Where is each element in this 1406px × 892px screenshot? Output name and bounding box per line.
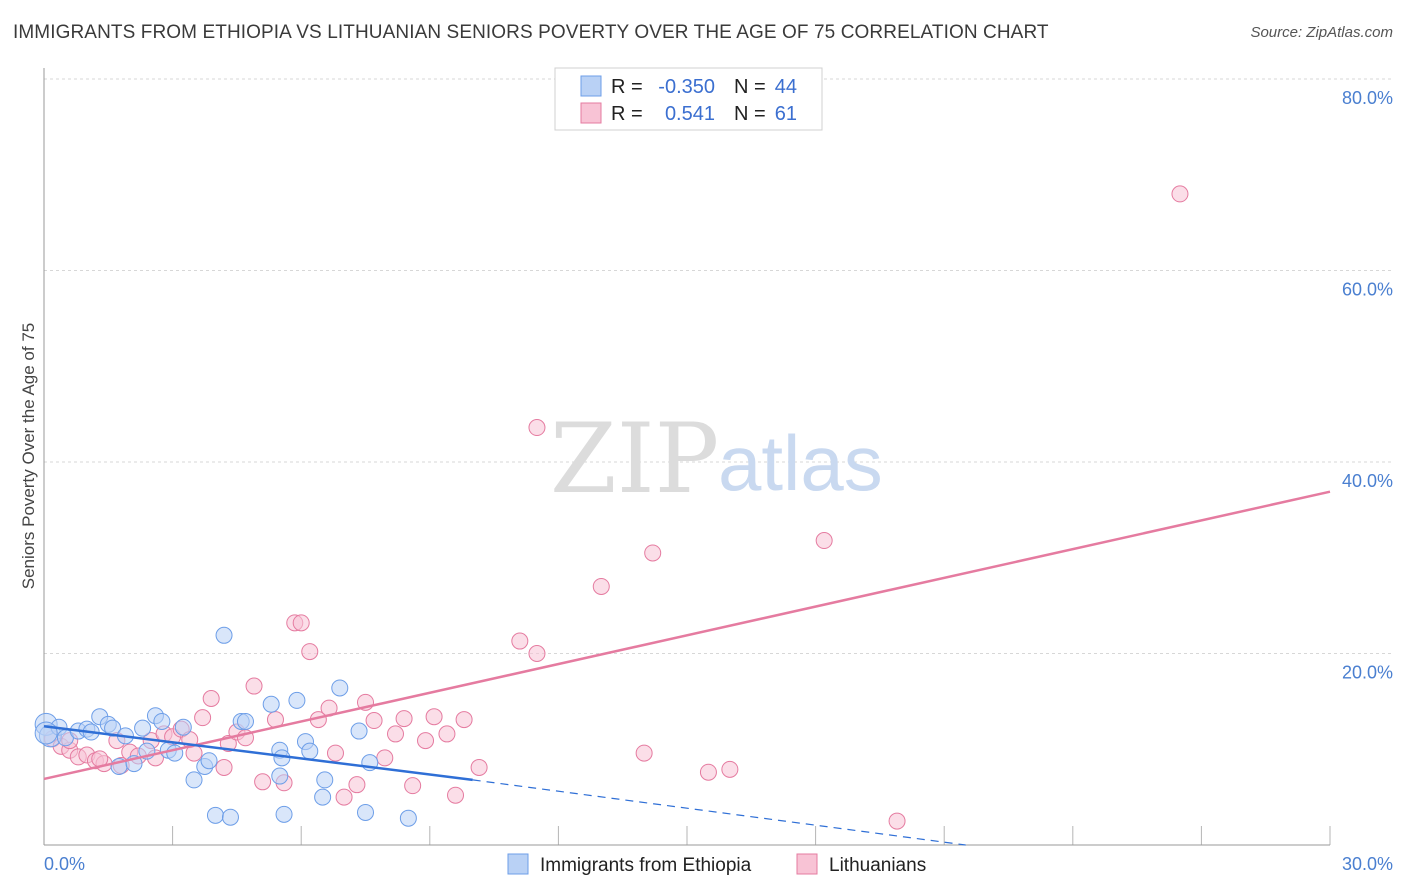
y-axis-label: Seniors Poverty Over the Age of 75	[19, 323, 38, 589]
lithuanians-point-42	[417, 732, 435, 750]
lithuanians-point-49	[528, 645, 546, 662]
lithuanians-point-19	[202, 690, 220, 708]
ethiopia-point-43	[34, 721, 58, 745]
ethiopia-point-36	[314, 788, 332, 806]
legend-n-label-ethiopia: N =	[734, 76, 766, 98]
series-legend-swatch-ethiopia[interactable]	[507, 853, 529, 875]
legend-n-value-ethiopia: 44	[775, 76, 797, 98]
ethiopia-point-42	[399, 809, 417, 827]
series-legend-label-lithuanians[interactable]: Lithuanians	[829, 855, 926, 876]
lithuanians-point-33	[326, 744, 344, 762]
legend-n-label-lithuanians: N =	[734, 103, 766, 125]
ethiopia-point-27	[236, 712, 254, 730]
ethiopia-point-9	[104, 719, 122, 737]
ethiopia-point-33	[288, 691, 306, 709]
ethiopia-points	[34, 626, 417, 827]
lithuanians-point-55	[721, 760, 739, 778]
legend-r-label-lithuanians: R =	[611, 103, 643, 125]
lithuanians-point-43	[425, 708, 443, 726]
ethiopia-point-35	[301, 742, 319, 760]
lithuanians-point-48	[511, 632, 529, 650]
lithuanians-point-47	[470, 758, 488, 776]
ethiopia-point-13	[134, 719, 152, 737]
lithuanians-point-30	[301, 643, 319, 661]
ethiopia-point-23	[206, 806, 224, 824]
series-legend-swatch-lithuanians[interactable]	[796, 853, 818, 875]
lithuanians-point-35	[348, 776, 366, 794]
legend-swatch-lithuanians	[580, 102, 602, 124]
series-legend: Immigrants from Ethiopia Lithuanians	[507, 853, 926, 876]
y-tick-label-80: 80.0%	[1342, 88, 1393, 108]
grid-lines	[44, 78, 1392, 654]
y-tick-label-40: 40.0%	[1342, 471, 1393, 491]
legend-swatch-ethiopia	[580, 75, 602, 97]
chart-title: IMMIGRANTS FROM ETHIOPIA VS LITHUANIAN S…	[13, 22, 1049, 43]
lithuanians-point-18	[194, 709, 212, 727]
lithuanians-point-46	[455, 711, 473, 729]
ethiopia-point-28	[262, 695, 280, 713]
lithuanians-point-34	[335, 788, 353, 806]
x-tick-label-max: 30.0%	[1342, 854, 1393, 874]
ethiopia-point-29	[271, 767, 289, 785]
ethiopia-point-40	[357, 803, 374, 821]
lithuanians-point-38	[376, 749, 394, 767]
lithuanians-point-20	[215, 758, 233, 776]
x-tick-label-min: 0.0%	[44, 854, 85, 874]
lithuanians-trend-line	[43, 490, 1331, 781]
y-tick-labels: 20.0% 40.0% 60.0% 80.0%	[1342, 88, 1393, 683]
y-tick-label-20: 20.0%	[1342, 663, 1393, 683]
ethiopia-point-39	[350, 722, 368, 740]
series-legend-label-ethiopia[interactable]: Immigrants from Ethiopia	[540, 855, 752, 876]
ethiopia-point-19	[174, 718, 192, 736]
ethiopia-point-37	[316, 771, 334, 789]
lithuanians-point-45	[447, 786, 465, 804]
lithuanians-point-39	[387, 725, 405, 743]
legend-r-value-ethiopia: -0.350	[658, 76, 715, 98]
y-tick-label-60: 60.0%	[1342, 280, 1393, 300]
ethiopia-point-16	[153, 712, 171, 730]
watermark-zip: ZIP	[550, 403, 719, 515]
legend-r-label-ethiopia: R =	[611, 76, 643, 98]
lithuanians-point-51	[592, 577, 610, 595]
lithuanians-point-54	[699, 763, 717, 781]
lithuanians-point-52	[635, 744, 653, 762]
ethiopia-point-32	[275, 805, 293, 823]
lithuanians-point-44	[438, 725, 456, 743]
legend-n-value-lithuanians: 61	[775, 103, 797, 125]
ethiopia-point-24	[215, 626, 233, 644]
lithuanians-point-56	[815, 532, 833, 550]
ethiopia-point-38	[331, 679, 349, 697]
lithuanians-point-50	[528, 419, 546, 437]
lithuanians-point-41	[404, 777, 422, 795]
ethiopia-point-25	[221, 808, 239, 826]
lithuanians-point-25	[254, 773, 272, 791]
ethiopia-trend-line	[43, 725, 473, 782]
lithuanians-point-29	[292, 614, 310, 632]
source-credit: Source: ZipAtlas.com	[1250, 24, 1393, 41]
watermark-atlas: atlas	[718, 419, 883, 507]
lithuanians-point-57	[888, 812, 906, 830]
lithuanians-point-37	[365, 712, 383, 730]
trend-lines	[43, 490, 1331, 846]
legend-r-value-lithuanians: 0.541	[665, 103, 715, 125]
lithuanians-point-40	[395, 710, 413, 728]
lithuanians-point-53	[644, 544, 662, 562]
lithuanians-point-24	[245, 677, 263, 695]
ethiopia-trend-extension	[472, 779, 966, 846]
ethiopia-point-20	[185, 771, 203, 789]
lithuanians-point-58	[1171, 185, 1189, 203]
x-tick-marks	[172, 826, 1331, 845]
ethiopia-point-22	[200, 752, 218, 770]
stats-legend: R = -0.350 N = 44 R = 0.541 N = 61	[554, 67, 823, 131]
